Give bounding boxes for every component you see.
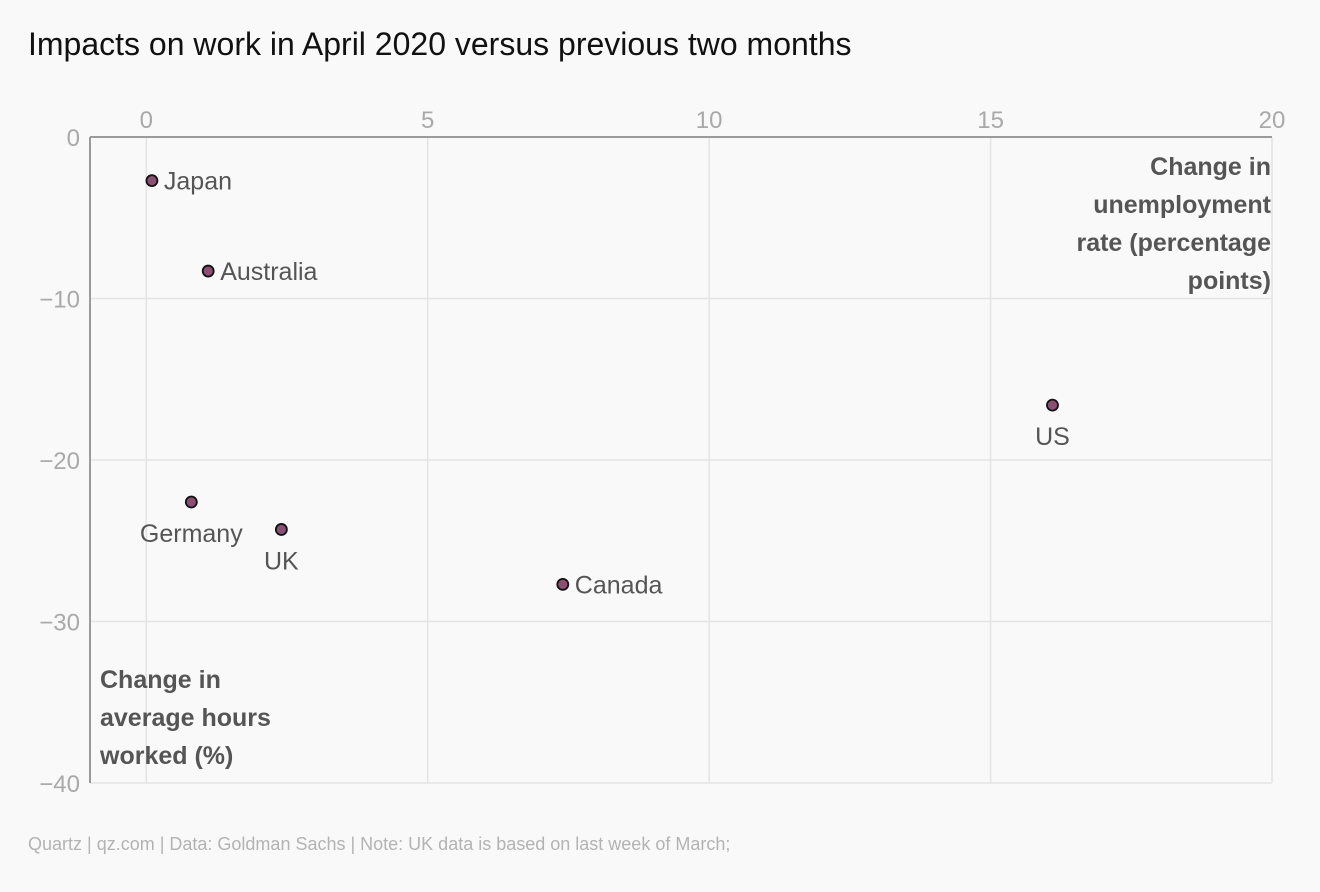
data-point-germany [184,495,198,509]
x-tick-label: 5 [421,107,434,134]
chart-title: Impacts on work in April 2020 versus pre… [28,26,852,62]
y-tick-label: −30 [39,610,80,637]
data-point-japan [145,174,159,188]
point-label-australia: Australia [220,258,317,286]
point-label-japan: Japan [164,168,232,196]
x-tick-label: 20 [1259,107,1286,134]
data-point-us [1046,398,1059,412]
axes [89,136,1272,783]
point-labels: Japan Australia Germany UK Canada US [140,168,1070,600]
x-tick-label: 10 [696,107,723,134]
x-tick-label: 15 [977,107,1004,134]
data-point-uk [274,523,288,536]
tick-labels: 0 5 10 15 20 0 −10 −20 −30 −40 [39,107,1285,798]
y-tick-label: −40 [39,771,80,798]
y-tick-label: 0 [67,125,80,152]
point-label-canada: Canada [575,571,663,599]
point-label-germany: Germany [140,520,243,548]
source-footer: Quartz | qz.com | Data: Goldman Sachs | … [28,834,731,854]
data-point-australia [201,264,215,278]
point-label-uk: UK [264,547,299,575]
data-points [145,174,1059,591]
point-label-us: US [1035,423,1070,451]
data-point-canada [556,577,570,591]
x-axis-title: Change in unemployment rate (percentage poi… [1076,153,1271,295]
x-tick-label: 0 [140,107,153,134]
y-tick-label: −20 [39,448,80,475]
y-tick-label: −10 [39,287,80,314]
y-axis-title: Change in average hours worked (%) [99,666,271,770]
